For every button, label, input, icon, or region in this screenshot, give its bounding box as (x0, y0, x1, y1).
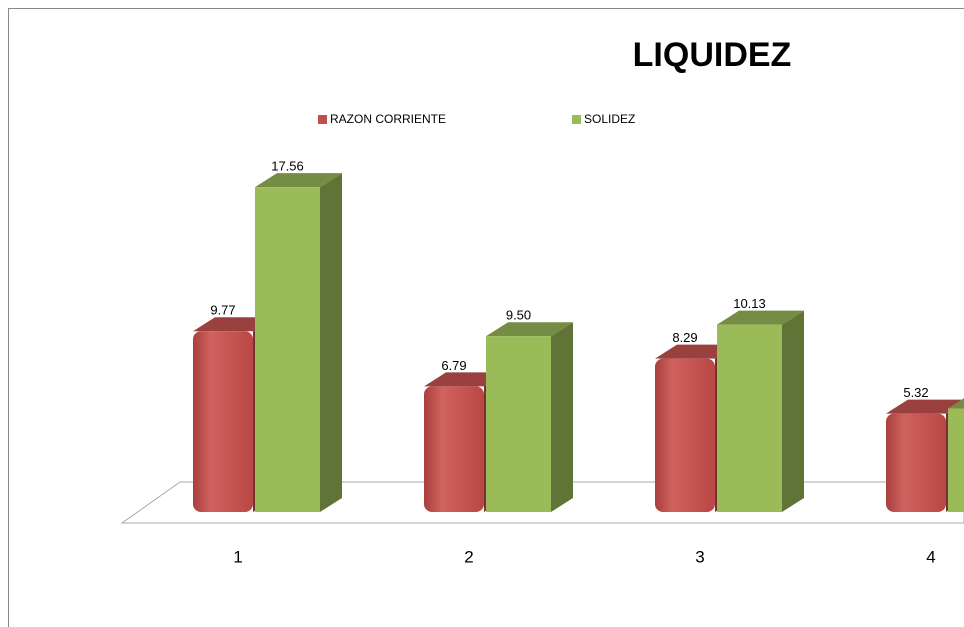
bar (948, 408, 964, 512)
bar (486, 336, 551, 512)
bar-side (320, 173, 342, 512)
bar (255, 187, 320, 512)
bar-top (948, 398, 964, 409)
bar-top (255, 173, 342, 188)
bar-top (486, 322, 573, 337)
bar-top (717, 310, 804, 325)
bar-top (886, 399, 964, 414)
data-label: 9.50 (506, 308, 531, 323)
bar (424, 386, 484, 512)
legend-label: RAZON CORRIENTE (330, 112, 446, 126)
bar (717, 324, 782, 512)
legend-swatch (318, 115, 327, 124)
legend-swatch (572, 115, 581, 124)
x-tick-label: 1 (233, 547, 242, 566)
x-tick-label: 4 (926, 547, 935, 566)
bar (655, 358, 715, 512)
bar-top (193, 317, 275, 332)
data-label: 10.13 (733, 296, 766, 311)
frame (8, 8, 964, 627)
chart-title: LIQUIDEZ (633, 36, 792, 74)
data-label: 6.79 (441, 358, 466, 373)
legend-label: SOLIDEZ (584, 112, 635, 126)
x-tick-label: 3 (695, 547, 704, 566)
bar (193, 331, 253, 512)
bar-top (655, 344, 737, 359)
data-label: 8.29 (672, 330, 697, 345)
bar-top (424, 372, 506, 387)
x-tick-label: 2 (464, 547, 473, 566)
bar-side (551, 322, 573, 512)
data-label: 5.32 (903, 385, 928, 400)
bar (886, 413, 946, 512)
data-label: 9.77 (210, 303, 235, 318)
bar-side (782, 310, 804, 512)
data-label: 17.56 (271, 159, 304, 174)
